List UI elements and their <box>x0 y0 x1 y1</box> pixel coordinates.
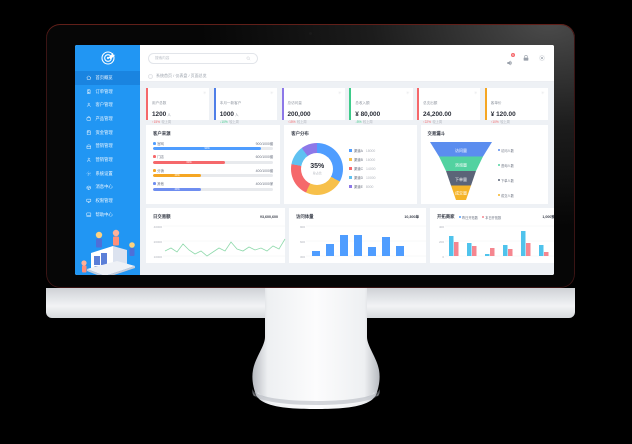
svg-text:0: 0 <box>442 255 444 259</box>
svg-text:咨询量: 咨询量 <box>455 161 467 167</box>
svg-text:下单量: 下单量 <box>455 176 467 182</box>
svg-text:40000: 40000 <box>154 225 163 229</box>
svg-text:10000: 10000 <box>154 255 163 259</box>
svg-text:900: 900 <box>300 225 305 229</box>
svg-text:600: 600 <box>300 240 305 244</box>
svg-text:200: 200 <box>439 240 444 244</box>
svg-text:400: 400 <box>439 225 444 229</box>
svg-text:访问量: 访问量 <box>455 147 467 153</box>
svg-text:300: 300 <box>300 255 305 259</box>
svg-text:20000: 20000 <box>154 240 163 244</box>
svg-text:成交量: 成交量 <box>455 189 467 195</box>
